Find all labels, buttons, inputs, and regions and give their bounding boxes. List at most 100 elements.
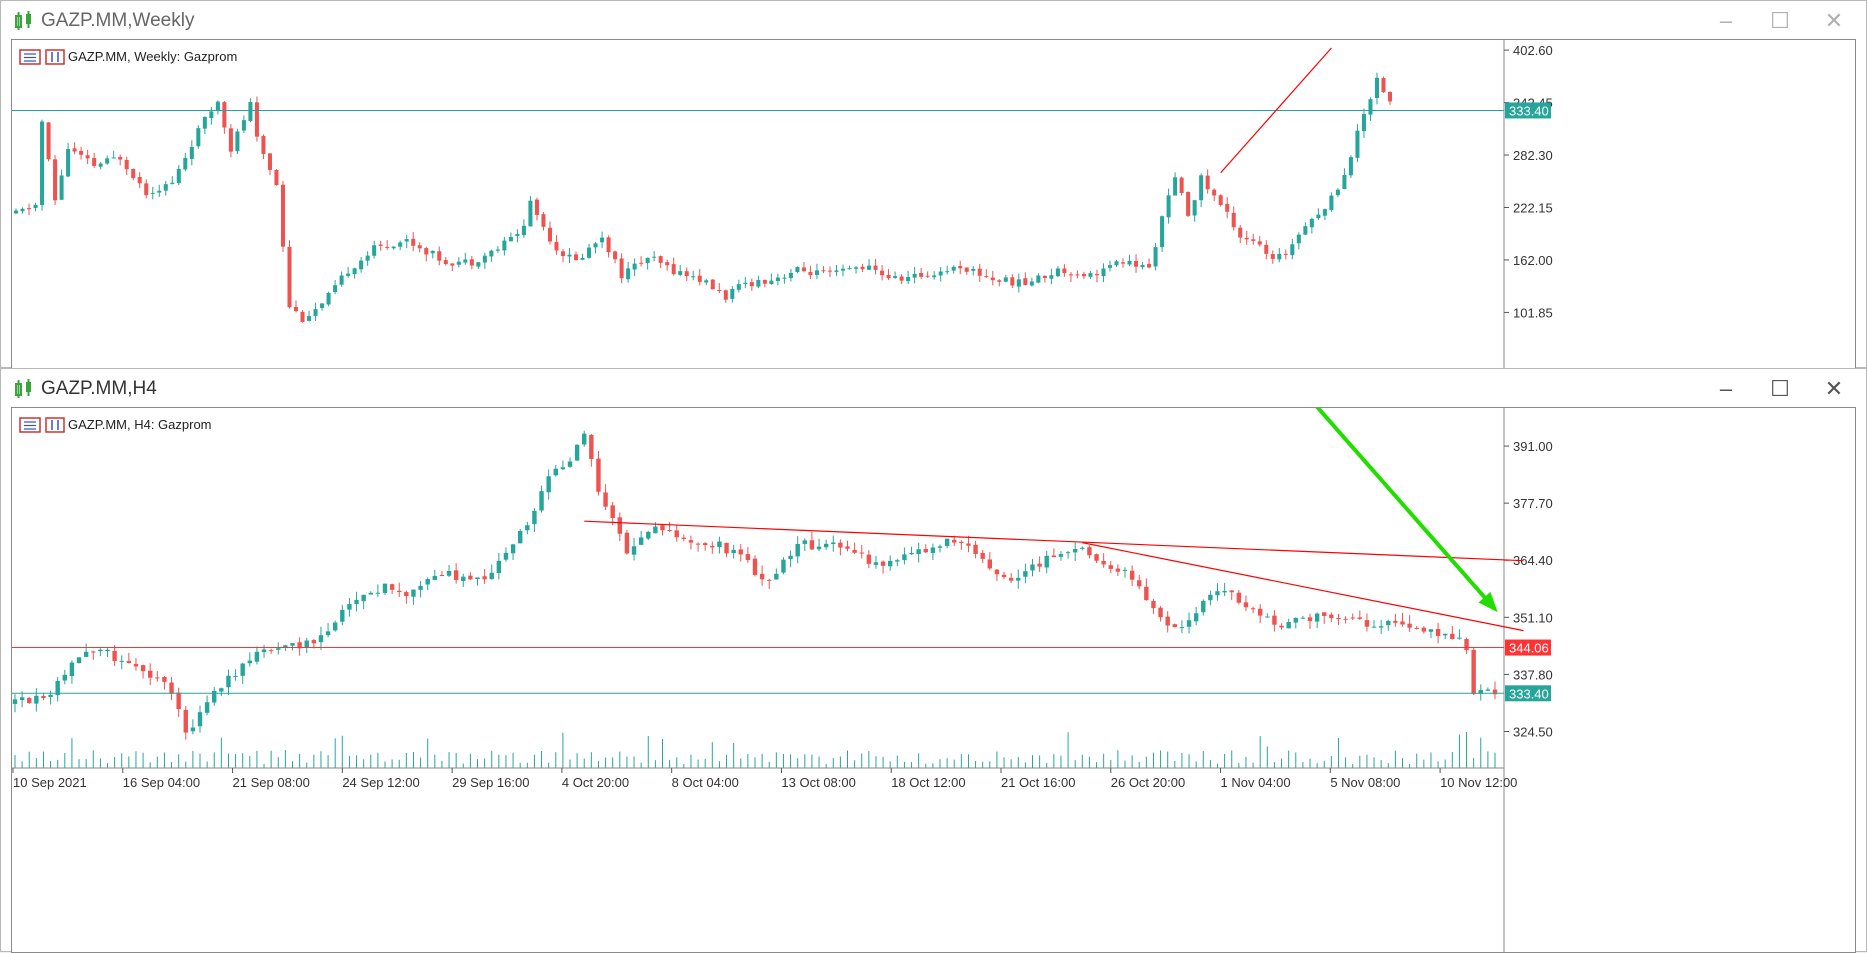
bull-candle [730,289,735,299]
bear-candle [852,549,857,553]
bull-candle [325,631,331,636]
bull-candle [867,265,872,270]
bull-candle [582,433,587,445]
bear-candle [397,590,402,593]
bull-candle [254,651,260,662]
x-tick-label: 29 Sep 16:00 [452,775,529,790]
bear-candle [469,259,474,266]
weekly-chart-area[interactable]: 402.60342.45282.30222.15162.00101.85333.… [11,39,1856,371]
bull-candle [1355,130,1360,158]
bull-candle [909,552,914,555]
bear-candle [112,650,117,662]
bear-candle [541,214,546,227]
bull-candle [840,268,846,271]
bear-candle [311,640,317,644]
one-click-trading-icon [45,417,65,433]
bull-candle [346,273,351,276]
maximize-button[interactable]: ☐ [1770,8,1790,33]
y-tick-label: 337.80 [1513,667,1553,682]
bear-candle [91,651,96,653]
bull-candle [503,552,509,560]
bear-candle [140,665,146,672]
bull-candle [489,250,494,257]
bull-candle [731,549,736,554]
bear-candle [574,254,579,261]
h4-chart-area[interactable]: 391.00 377.70 364.40 351.10 337.80 324.50 344.… [11,407,1856,953]
current-price-badge [1505,685,1551,702]
bear-candle [1108,565,1113,569]
bear-candle [667,529,672,531]
bear-candle [1134,261,1139,267]
bull-candle [951,266,956,271]
bear-candle [717,289,722,291]
x-tick-label: 18 Oct 12:00 [891,775,965,790]
bear-candle [1421,627,1427,632]
bear-candle [169,682,174,694]
bear-candle [710,545,715,548]
bull-candle [1322,209,1327,216]
bear-candle [1257,241,1262,245]
x-tick-label: 5 Nov 08:00 [1330,775,1400,790]
bull-candle [743,282,748,284]
bear-candle [1407,623,1412,628]
current-price-label: 333.40 [1509,103,1549,118]
bear-candle [287,246,292,308]
minimize-button[interactable]: – [1719,376,1733,401]
bull-candle [1378,626,1384,628]
bear-candle [1387,91,1393,102]
h4-chart-window: GAZP.MM,H4 – ☐ ✕ 391.00 377.70 364.40 351.1… [0,368,1867,953]
bear-candle [1414,627,1419,629]
bull-candle [895,560,900,562]
bear-candle [1212,189,1217,196]
bull-candle [553,468,558,476]
bull-candle [1140,265,1145,268]
bear-candle [1186,191,1191,216]
bear-candle [973,544,978,554]
bull-candle [638,537,644,545]
bear-candle [1165,616,1170,626]
close-button[interactable]: ✕ [1824,8,1844,33]
bear-candle [660,525,665,531]
bear-candle [980,552,985,559]
bull-candle [59,175,64,200]
bull-candle [930,547,936,554]
minimize-button[interactable]: – [1719,8,1733,33]
bear-candle [92,158,97,166]
bear-candle [534,199,539,215]
bear-candle [1236,592,1242,603]
bear-candle [1322,612,1327,616]
bull-candle [359,260,364,270]
bear-candle [1471,649,1476,695]
bull-candle [352,268,357,275]
bull-candle [204,702,210,713]
bull-candle [580,258,585,260]
bull-candle [1153,247,1158,267]
bull-candle [1215,591,1220,596]
bull-candle [717,541,722,547]
bull-candle [1293,617,1298,623]
weekly-window-title: GAZP.MM,Weekly [41,10,195,31]
bull-candle [261,649,267,653]
bull-candle [632,263,637,270]
bull-candle [893,276,898,278]
x-tick-label: 10 Sep 2021 [13,775,87,790]
bear-candle [385,246,390,248]
bull-candle [240,663,245,676]
h4-window-titlebar[interactable]: GAZP.MM,H4 – ☐ ✕ [1,369,1866,409]
weekly-window-titlebar[interactable]: GAZP.MM,Weekly – ☐ ✕ [1,1,1866,41]
bull-candle [515,234,520,237]
bear-candle [1115,568,1121,572]
bull-candle [1314,613,1320,622]
bear-candle [27,208,32,210]
candlestick-icon [15,11,31,30]
y-tick-label: 324.50 [1513,725,1553,740]
bear-candle [860,266,865,270]
maximize-button[interactable]: ☐ [1770,376,1790,401]
bull-candle [209,111,214,119]
bear-candle [131,168,136,179]
bear-candle [46,122,51,160]
data-window-icon [19,49,41,65]
bull-candle [521,225,526,236]
bull-candle [517,530,523,544]
close-button[interactable]: ✕ [1824,376,1844,401]
